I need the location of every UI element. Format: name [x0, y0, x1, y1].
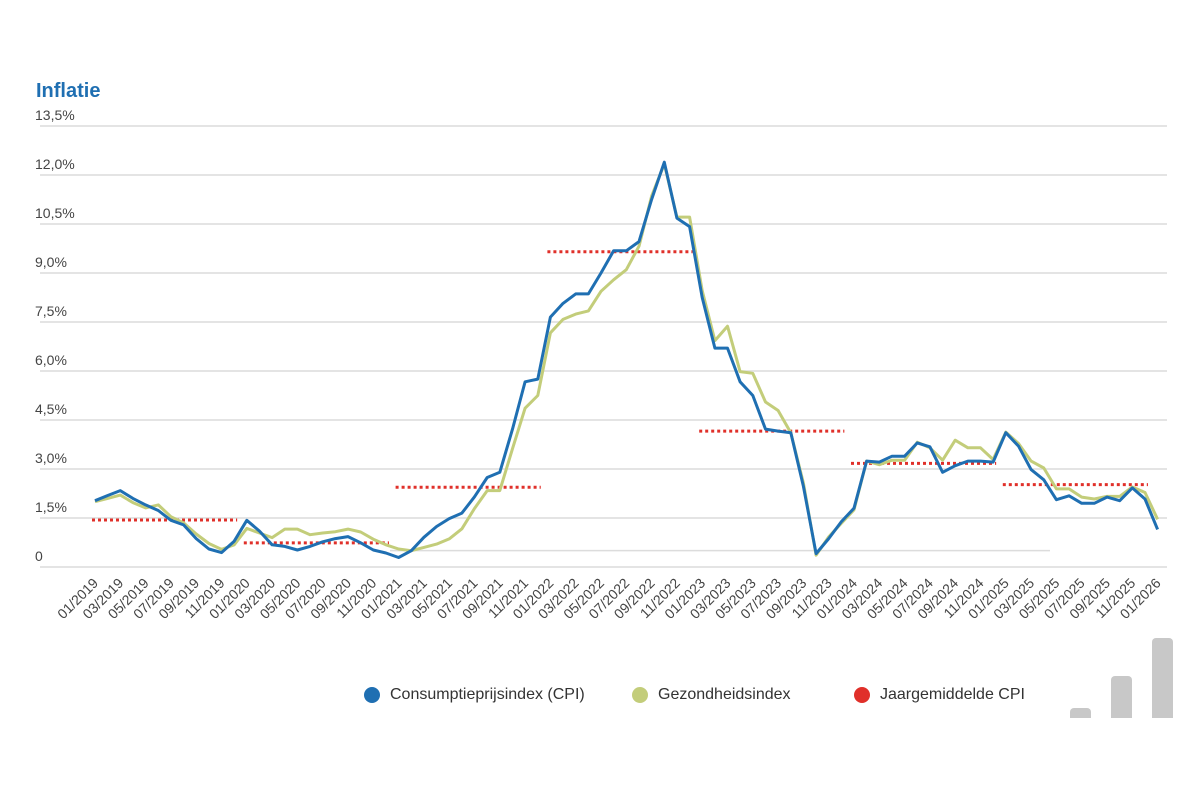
legend-label-jaargemiddelde: Jaargemiddelde CPI [880, 686, 1025, 703]
series-lines [94, 160, 1159, 559]
y-tick-label: 0 [35, 548, 43, 564]
y-tick-label: 6,0% [35, 352, 67, 368]
legend-marker-gezondheidsindex [632, 687, 648, 703]
line-chart: 0 1,5% 3,0% 4,5% 6,0% 7,5% 9,0% 10,5% 12,0% 13,5%… [35, 107, 1167, 622]
y-tick-label: 1,5% [35, 499, 67, 515]
annual-average-lines [92, 250, 1148, 545]
cpi-line [94, 160, 1159, 559]
legend-marker-cpi [364, 687, 380, 703]
y-tick-label: 9,0% [35, 254, 67, 270]
gezondheidsindex-line [94, 162, 1159, 557]
legend-item-cpi[interactable]: Consumptieprijsindex (CPI) [364, 686, 585, 704]
legend-marker-jaargemiddelde [854, 687, 870, 703]
y-tick-label: 4,5% [35, 401, 67, 417]
y-axis-ticks: 0 1,5% 3,0% 4,5% 6,0% 7,5% 9,0% 10,5% 12,0% 13,5% [35, 107, 75, 564]
y-tick-label: 10,5% [35, 205, 75, 221]
legend-label-cpi: Consumptieprijsindex (CPI) [390, 686, 585, 703]
bar-chart-icon [1068, 636, 1174, 718]
y-tick-label: 12,0% [35, 156, 75, 172]
legend-item-jaargemiddelde[interactable]: Jaargemiddelde CPI [854, 686, 1025, 704]
chart-title: Inflatie [36, 80, 101, 102]
legend-item-gezondheidsindex[interactable]: Gezondheidsindex [632, 686, 791, 704]
legend: Consumptieprijsindex (CPI) Gezondheidsin… [0, 686, 1200, 710]
gridlines [40, 125, 1167, 568]
y-tick-label: 13,5% [35, 107, 75, 123]
y-tick-label: 7,5% [35, 303, 67, 319]
legend-label-gezondheidsindex: Gezondheidsindex [658, 686, 791, 703]
x-axis-ticks: 01/201903/201905/201907/201909/201911/20… [54, 575, 1164, 622]
y-tick-label: 3,0% [35, 450, 67, 466]
